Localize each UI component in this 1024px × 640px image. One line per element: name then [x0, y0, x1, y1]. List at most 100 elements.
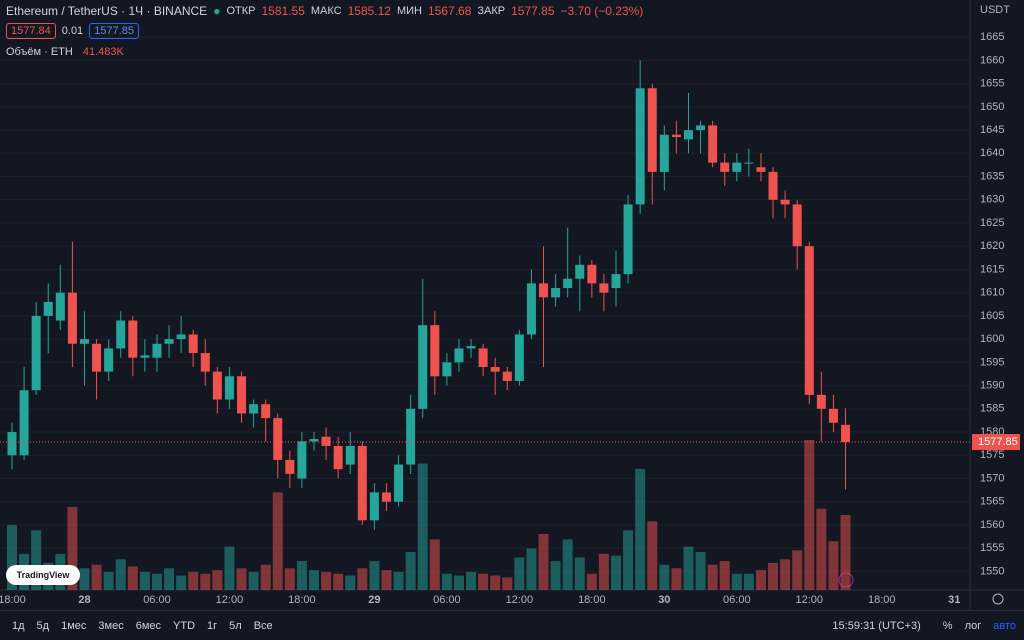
volume-bar — [127, 566, 138, 590]
range-button[interactable]: 5д — [36, 619, 50, 632]
candle-body — [31, 315, 41, 391]
candle-body — [19, 390, 29, 456]
candle-body — [164, 339, 174, 344]
legend: Ethereum / TetherUS · 1Ч · BINANCE ● ОТК… — [6, 4, 643, 18]
candle-body — [539, 283, 549, 298]
auto-toggle[interactable]: авто — [993, 619, 1016, 632]
volume-bar — [224, 546, 235, 590]
candle-body — [575, 264, 585, 279]
candle-body — [261, 404, 271, 419]
volume-bar — [647, 521, 658, 590]
label: МИН — [396, 5, 422, 17]
candle-body — [273, 418, 283, 460]
volume-bar — [635, 468, 646, 590]
candle-body — [369, 492, 379, 521]
candle-body — [116, 320, 126, 349]
volume-bar — [562, 539, 573, 590]
volume-bar — [441, 573, 452, 590]
range-button[interactable]: 3мес — [98, 619, 124, 632]
logo[interactable]: TradingView — [6, 565, 80, 585]
y-tick-label: 1630 — [980, 194, 1004, 206]
x-tick-label: 18:00 — [868, 594, 896, 606]
y-tick-label: 1585 — [980, 403, 1004, 415]
volume-bar — [768, 562, 779, 590]
value: 1581.55 — [261, 4, 305, 18]
candle-body — [345, 445, 355, 465]
volume-bar — [574, 557, 585, 590]
candle-body — [756, 167, 766, 172]
x-tick-label: 29 — [368, 594, 380, 606]
candle-body — [647, 88, 657, 172]
candle-body — [659, 134, 669, 172]
y-tick-label: 1650 — [980, 101, 1004, 113]
volume-bar — [321, 571, 332, 590]
range-button[interactable]: 1д — [12, 619, 25, 632]
volume-bar — [188, 571, 199, 590]
buy-button[interactable]: 1577.85 — [89, 23, 139, 39]
range-button[interactable]: Все — [253, 619, 273, 632]
range-button[interactable]: 6мес — [135, 619, 162, 632]
candle-body — [635, 88, 645, 205]
y-tick-label: 1575 — [980, 449, 1004, 461]
candle-body — [381, 492, 391, 502]
volume-bar — [514, 557, 525, 590]
volume-bar — [840, 515, 851, 590]
log-toggle[interactable]: лог — [964, 619, 982, 632]
plot — [0, 36, 970, 590]
candle-body — [67, 292, 77, 344]
candle-body — [394, 464, 404, 502]
range-button[interactable]: 1мес — [61, 619, 87, 632]
candle-body — [502, 371, 512, 381]
candle-body — [224, 376, 234, 400]
label: Объём · ETH — [6, 46, 73, 58]
x-tick-label: 30 — [658, 594, 670, 606]
currency: USDT — [980, 4, 1010, 16]
range-button[interactable]: YTD — [173, 619, 196, 632]
label: МАКС — [310, 5, 342, 17]
clock: 15:59:31 (UTC+3) — [832, 619, 921, 632]
price-label: 1577.85 — [978, 436, 1018, 448]
volume-bar — [417, 463, 428, 590]
volume-bar — [586, 573, 597, 590]
change: −3.70 (−0.23%) — [560, 4, 644, 18]
range-button[interactable]: 5л — [229, 619, 242, 632]
candle-body — [490, 367, 500, 372]
candle-body — [804, 246, 814, 395]
volume-bar — [490, 575, 501, 590]
candle-body — [79, 339, 89, 344]
candle-body — [526, 283, 536, 335]
percent-toggle[interactable]: % — [942, 619, 953, 632]
volume-bar — [284, 568, 295, 590]
candle-body — [406, 408, 416, 465]
x-tick-label: 28 — [78, 594, 90, 606]
candle-body — [321, 436, 331, 446]
volume-bar — [719, 561, 730, 590]
sell-button[interactable]: 1577.84 — [6, 23, 56, 39]
y-tick-label: 1590 — [980, 379, 1004, 391]
x-tick-label: 18:00 — [0, 594, 26, 606]
y-tick-label: 1560 — [980, 519, 1004, 531]
candle-body — [104, 348, 114, 372]
x-tick-label: 12:00 — [506, 594, 534, 606]
volume-bar — [755, 570, 766, 590]
settings-icon[interactable] — [992, 593, 1004, 605]
volume-bar — [212, 570, 223, 590]
volume-bar — [115, 559, 126, 590]
candle-body — [708, 125, 718, 163]
volume-bar — [526, 548, 537, 590]
y-tick-label: 1550 — [980, 565, 1004, 577]
volume-bar — [743, 573, 754, 590]
symbol[interactable]: Ethereum / TetherUS · 1Ч · BINANCE — [6, 4, 208, 18]
volume-bar — [780, 559, 791, 590]
y-tick-label: 1665 — [980, 31, 1004, 43]
volume-bar — [695, 552, 706, 590]
volume-bar — [91, 564, 102, 590]
range-button[interactable]: 1г — [207, 619, 218, 632]
volume-bar — [381, 570, 392, 590]
volume-bar — [792, 550, 803, 590]
y-tick-label: 1620 — [980, 240, 1004, 252]
quote: 1577.84 0.01 1577.85 — [6, 23, 139, 39]
candle-body — [563, 278, 573, 289]
spread: 0.01 — [61, 25, 84, 37]
volume-bar — [828, 541, 839, 590]
